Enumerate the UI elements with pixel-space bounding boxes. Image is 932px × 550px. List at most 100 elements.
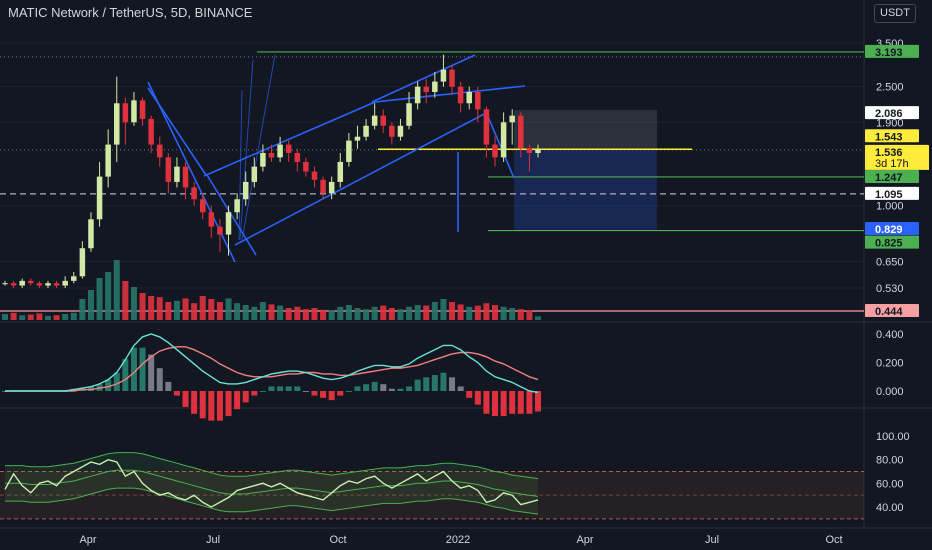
volume-bar	[311, 308, 318, 320]
macd-histogram-bar	[242, 391, 249, 403]
macd-histogram-bar	[328, 391, 335, 401]
macd-histogram-bar	[431, 375, 438, 391]
macd-histogram-bar	[225, 391, 232, 417]
candle-body	[363, 125, 369, 137]
candle-body	[96, 176, 103, 220]
candle-body	[432, 81, 438, 92]
price-badge-text: 2.086	[875, 108, 903, 120]
rsi-tick-label: 60.00	[876, 478, 904, 490]
candle-body	[2, 283, 8, 285]
candle-body	[139, 100, 146, 119]
macd-tick-label: 0.200	[876, 358, 904, 370]
macd-histogram-bar	[406, 386, 413, 391]
macd-histogram-bar	[423, 377, 430, 391]
currency-button[interactable]: USDT	[874, 4, 916, 23]
volume-bar	[285, 308, 292, 320]
rsi-tick-label: 40.00	[876, 502, 904, 514]
candle-body	[285, 144, 292, 153]
volume-bar	[1, 314, 9, 320]
volume-bar	[234, 303, 241, 320]
candle-body	[260, 152, 266, 167]
volume-bar	[139, 293, 146, 320]
macd-histogram-bar	[337, 391, 344, 396]
volume-bar	[466, 306, 473, 320]
rsi-tick-label: 100.00	[876, 431, 910, 443]
candle-body	[122, 103, 129, 123]
volume-bar	[268, 304, 275, 320]
macd-histogram-bar	[277, 386, 284, 391]
candle-body	[268, 152, 275, 158]
candle-body	[242, 181, 249, 200]
volume-bar	[182, 298, 189, 320]
volume-bar	[474, 305, 481, 320]
volume-bar	[208, 299, 215, 320]
volume-bar	[113, 260, 120, 320]
price-badge	[865, 186, 919, 200]
target-zone-box	[514, 149, 657, 230]
macd-tick-label: 0.000	[876, 386, 904, 398]
candle-body	[10, 283, 17, 286]
candle-body	[440, 69, 447, 82]
volume-bar	[483, 303, 490, 320]
macd-histogram-bar	[199, 391, 206, 419]
candle-body	[371, 115, 378, 126]
price-badge	[865, 221, 919, 235]
candle-body	[509, 115, 515, 123]
price-badge-text: 0.825	[875, 238, 903, 250]
volume-bar	[44, 315, 51, 320]
macd-histogram-bar	[526, 391, 533, 414]
volume-bar	[345, 305, 352, 320]
volume-bar	[337, 306, 344, 320]
candle-body	[208, 212, 215, 227]
candle-body	[148, 118, 154, 145]
trend-line	[371, 54, 476, 103]
candle-body	[19, 280, 25, 286]
macd-histogram-bar	[208, 391, 215, 421]
volume-bar	[148, 296, 155, 320]
macd-histogram-bar	[268, 386, 275, 391]
price-badge	[865, 144, 929, 158]
time-tick-label: Oct	[329, 534, 346, 546]
candle-body	[414, 86, 421, 104]
macd-histogram-bar	[251, 391, 258, 396]
volume-bar	[259, 302, 266, 320]
volume-bar	[294, 306, 301, 320]
time-tick-label: Oct	[825, 534, 842, 546]
trend-line	[238, 89, 243, 241]
macd-histogram-bar	[311, 391, 318, 396]
price-badge-text: 1.095	[875, 189, 903, 201]
price-badge	[865, 304, 919, 317]
price-badge-text: 1.536	[875, 147, 903, 159]
candle-body	[79, 248, 86, 277]
volume-bar	[96, 278, 103, 320]
candle-body	[354, 136, 361, 141]
macd-histogram-bar	[500, 391, 507, 417]
candle-body	[182, 166, 189, 188]
symbol-title: MATIC Network / TetherUS, 5D, BINANCE	[8, 5, 253, 20]
volume-bar	[517, 309, 524, 320]
macd-histogram-bar	[122, 359, 129, 391]
trend-line	[485, 111, 515, 179]
candle-body	[156, 144, 163, 158]
candle-body	[165, 157, 172, 182]
trend-line	[234, 111, 489, 246]
macd-histogram-bar	[509, 391, 516, 414]
candle-body	[475, 91, 481, 110]
candle-body	[303, 161, 309, 172]
volume-bar	[242, 305, 249, 320]
volume-bar	[380, 305, 387, 320]
macd-histogram-bar	[182, 391, 189, 407]
macd-histogram-bar	[397, 388, 404, 391]
time-tick-label: Jul	[206, 534, 220, 546]
candle-body	[397, 125, 404, 137]
volume-bar	[105, 272, 112, 320]
price-badge-text: 0.444	[875, 306, 903, 318]
macd-histogram-bar	[380, 384, 387, 391]
macd-histogram-bar	[414, 379, 421, 391]
price-badge-text: 1.543	[875, 131, 903, 143]
macd-histogram-bar	[449, 377, 456, 391]
volume-bar	[191, 303, 198, 320]
macd-histogram-bar	[363, 384, 370, 391]
candle-body	[449, 69, 455, 87]
